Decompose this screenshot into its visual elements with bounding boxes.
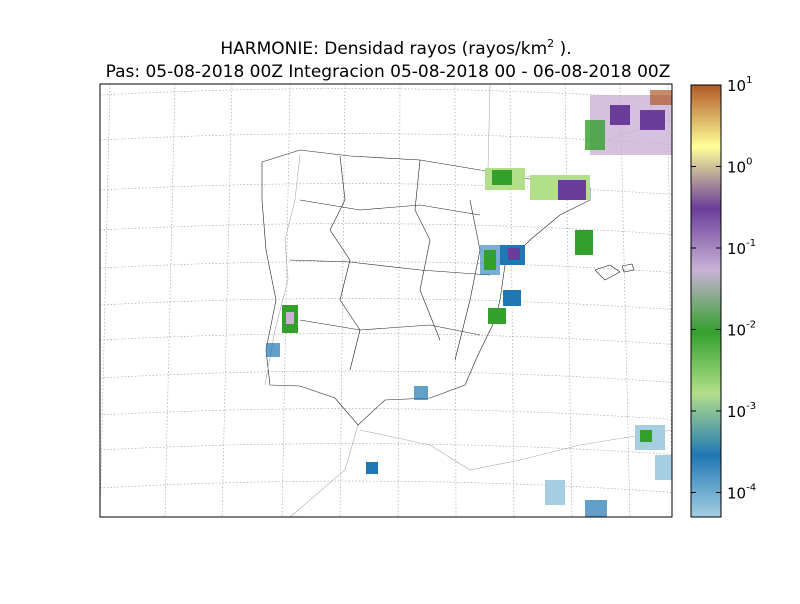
tick-base: 10: [727, 484, 746, 502]
title-superscript: 2: [547, 37, 554, 50]
title-suffix: ).: [554, 39, 571, 59]
colorbar-tick-label: 10-4: [727, 482, 756, 502]
colorbar-tick-label: 101: [727, 75, 752, 95]
tick-base: 10: [727, 240, 746, 258]
tick-exponent: -4: [746, 482, 756, 493]
colorbar-tick-label: 10-2: [727, 319, 756, 339]
province-borders: [289, 155, 491, 371]
tick-exponent: -3: [746, 401, 756, 412]
colorbar-tick-label: 10-3: [727, 401, 756, 421]
colorbar-tick-label: 100: [727, 156, 752, 176]
tick-base: 10: [727, 77, 746, 95]
tick-base: 10: [727, 158, 746, 176]
tick-base: 10: [727, 321, 746, 339]
lightning-patches: [266, 90, 672, 517]
chart-title: HARMONIE: Densidad rayos (rayos/km2 ).: [220, 37, 571, 59]
colorbar: [690, 84, 722, 518]
balearic-islands: [594, 263, 635, 281]
tick-exponent: -2: [746, 319, 756, 330]
colorbar-tick-label: 10-1: [727, 238, 756, 258]
graticule: [100, 84, 672, 517]
title-text: HARMONIE: Densidad rayos (rayos/km: [220, 39, 547, 59]
map: [99, 83, 673, 518]
tick-base: 10: [727, 403, 746, 421]
chart-subtitle: Pas: 05-08-2018 00Z Integracion 05-08-20…: [106, 62, 671, 82]
tick-exponent: -1: [746, 238, 756, 249]
tick-exponent: 1: [746, 75, 752, 86]
tick-exponent: 0: [746, 156, 752, 167]
map-frame: [99, 83, 673, 518]
